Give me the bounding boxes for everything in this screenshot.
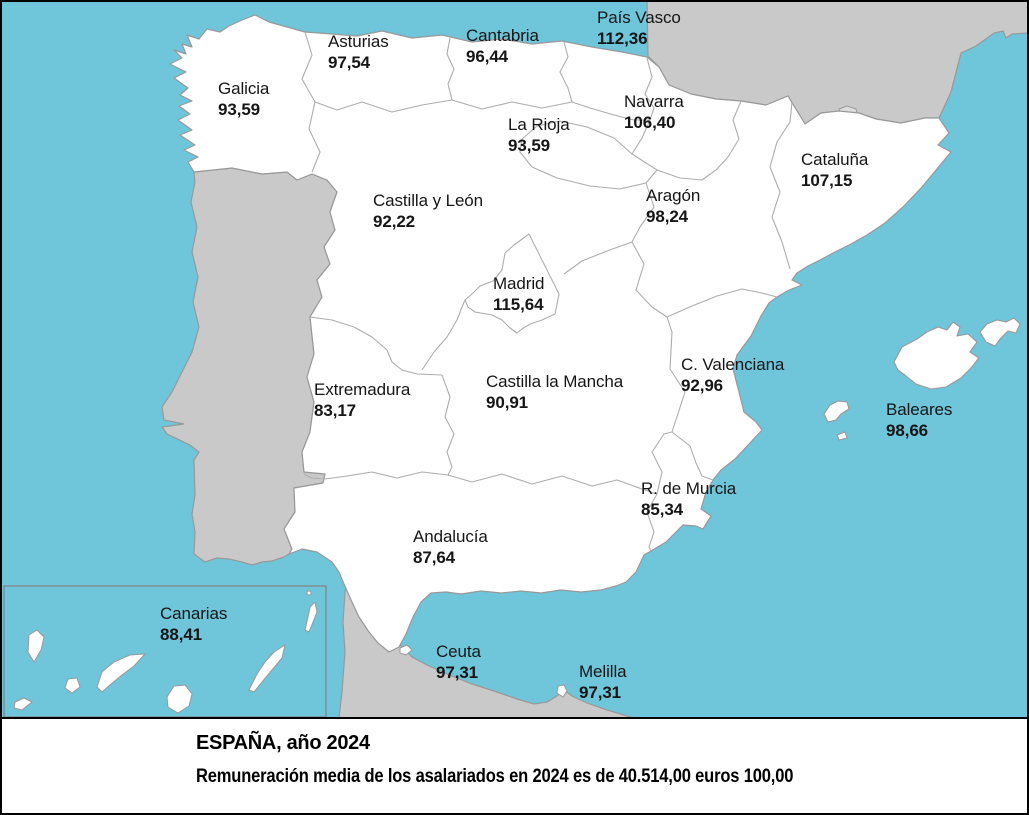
region-value: 97,31: [579, 683, 622, 702]
label-melilla: Melilla 97,31: [579, 661, 627, 703]
region-name: Galicia: [218, 79, 270, 98]
label-r-de-murcia: R. de Murcia 85,34: [641, 478, 736, 520]
region-name: La Rioja: [508, 115, 570, 134]
region-value: 97,54: [328, 53, 371, 72]
ceuta-melilla-shapes: [399, 644, 568, 698]
region-value: 112,36: [597, 29, 648, 48]
region-name: Cataluña: [801, 150, 869, 169]
caption-band: ESPAÑA, año 2024 Remuneración media de l…: [2, 717, 1027, 813]
tenerife-shape: [96, 653, 146, 693]
region-name: Extremadura: [314, 380, 411, 399]
region-value: 106,40: [624, 113, 676, 132]
region-value: 107,15: [801, 171, 853, 190]
label-ceuta: Ceuta 97,31: [436, 641, 481, 683]
region-borders: [301, 31, 793, 552]
menorca-shape: [979, 317, 1021, 347]
map-canvas: [2, 2, 1027, 717]
formentera-shape: [836, 431, 848, 441]
region-value: 93,59: [508, 136, 551, 155]
map-subtitle: Remuneración media de los asalariados en…: [196, 766, 794, 787]
region-value: 97,31: [436, 663, 479, 682]
el-hierro-shape: [13, 697, 33, 711]
balearic-islands: [823, 317, 1021, 441]
map-title: ESPAÑA, año 2024: [196, 732, 370, 754]
region-value: 92,22: [373, 212, 416, 231]
label-c-valenciana: C. Valenciana 92,96: [681, 354, 784, 396]
label-aragon: Aragón 98,24: [646, 185, 700, 227]
region-name: Madrid: [493, 274, 545, 293]
la-gomera-shape: [64, 677, 81, 694]
label-la-rioja: La Rioja 93,59: [508, 114, 570, 156]
region-value: 98,66: [886, 421, 929, 440]
region-value: 96,44: [466, 47, 509, 66]
region-value: 92,96: [681, 376, 724, 395]
gran-canaria-shape: [166, 684, 193, 714]
ibiza-shape: [823, 400, 850, 423]
region-value: 83,17: [314, 401, 357, 420]
region-name: C. Valenciana: [681, 355, 785, 374]
canary-inset: [3, 585, 327, 717]
label-baleares: Baleares 98,66: [886, 399, 952, 441]
region-value: 88,41: [160, 625, 203, 644]
fuerteventura-shape: [248, 644, 286, 693]
ceuta-shape: [399, 644, 413, 656]
label-madrid: Madrid 115,64: [493, 273, 544, 315]
label-asturias: Asturias 97,54: [328, 31, 389, 73]
mallorca-shape: [893, 321, 980, 390]
label-extremadura: Extremadura 83,17: [314, 379, 410, 421]
label-andalucia: Andalucía 87,64: [413, 526, 488, 568]
region-name: Ceuta: [436, 642, 481, 661]
region-name: R. de Murcia: [641, 479, 737, 498]
region-value: 93,59: [218, 100, 261, 119]
label-canarias: Canarias 88,41: [160, 603, 227, 645]
label-pais-vasco: País Vasco 112,36: [597, 7, 681, 49]
region-name: Canarias: [160, 604, 228, 623]
region-name: Melilla: [579, 662, 627, 681]
label-castilla-y-leon: Castilla y León 92,22: [373, 190, 483, 232]
region-name: Aragón: [646, 186, 701, 205]
region-value: 87,64: [413, 548, 456, 567]
region-value: 98,24: [646, 207, 689, 226]
la-graciosa-shape: [306, 590, 312, 596]
region-name: Cantabria: [466, 26, 539, 45]
region-name: Navarra: [624, 92, 684, 111]
region-name: Asturias: [328, 32, 389, 51]
label-navarra: Navarra 106,40: [624, 91, 684, 133]
melilla-shape: [556, 684, 568, 698]
region-name: Castilla la Mancha: [486, 372, 624, 391]
region-value: 90,91: [486, 393, 529, 412]
region-name: Baleares: [886, 400, 953, 419]
label-cataluna: Cataluña 107,15: [801, 149, 868, 191]
region-name: Castilla y León: [373, 191, 484, 210]
la-palma-shape: [27, 629, 45, 663]
region-value: 85,34: [641, 500, 684, 519]
region-name: País Vasco: [597, 8, 681, 27]
label-castilla-la-mancha: Castilla la Mancha 90,91: [486, 371, 623, 413]
region-name: Andalucía: [413, 527, 488, 546]
spain-mainland-shape: [169, 14, 952, 653]
label-cantabria: Cantabria 96,44: [466, 25, 539, 67]
lanzarote-shape: [304, 601, 318, 633]
region-value: 115,64: [493, 295, 544, 314]
label-galicia: Galicia 93,59: [218, 78, 269, 120]
